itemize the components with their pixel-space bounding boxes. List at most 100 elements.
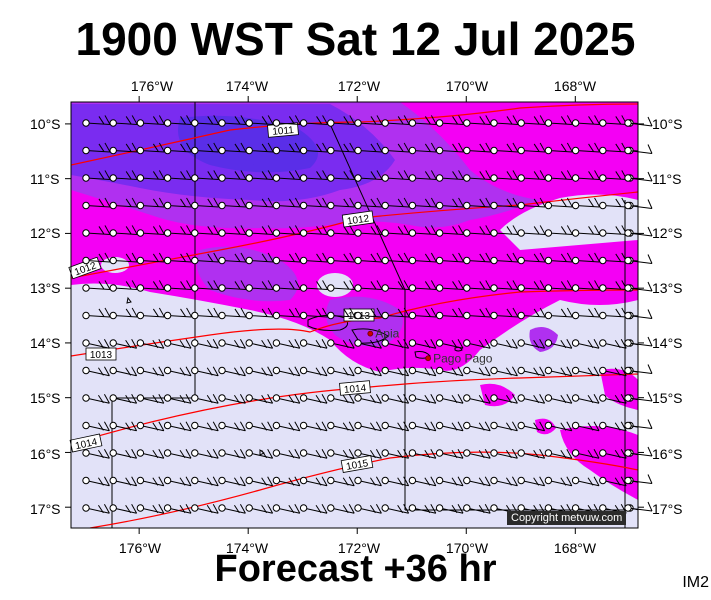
wind-barb <box>218 170 247 182</box>
axis-ticks <box>65 96 644 534</box>
wind-barb <box>82 307 111 320</box>
wind-barb <box>218 503 246 514</box>
lon-label: 172°W <box>337 540 381 556</box>
wind-barb <box>517 366 546 377</box>
wind-barb <box>327 280 356 292</box>
wind-barb <box>624 226 653 237</box>
wind-barb <box>109 280 138 292</box>
wind-barb <box>381 476 410 487</box>
wind-barb <box>354 307 383 320</box>
wind-barb <box>408 366 437 377</box>
wind-barb <box>517 393 546 404</box>
wind-barb <box>109 252 138 265</box>
wind-barb <box>490 366 518 377</box>
wind-barb <box>381 448 410 459</box>
wind-barb <box>82 170 111 182</box>
wind-barb <box>408 476 437 487</box>
lat-label: 17°S <box>652 501 683 517</box>
wind-barb <box>218 393 246 404</box>
wind-barb <box>218 448 246 459</box>
wind-barb <box>624 446 653 457</box>
wind-barb <box>435 338 464 349</box>
wind-barb <box>354 280 383 292</box>
wind-barb <box>517 338 546 349</box>
wind-barb <box>299 280 328 292</box>
wind-barb <box>381 503 410 514</box>
wind-barb <box>354 225 383 237</box>
wind-barb <box>571 307 600 320</box>
wind-barb <box>435 115 464 127</box>
wind-barb <box>82 421 110 432</box>
wind-barb <box>463 197 492 210</box>
wind-barb <box>245 338 274 349</box>
wind-barb <box>272 448 301 459</box>
wind-barb <box>463 476 491 487</box>
wind-barb <box>136 366 165 377</box>
wind-barb <box>490 476 518 487</box>
wind-barb <box>299 170 328 182</box>
wind-barb <box>245 307 274 320</box>
wind-barb <box>218 252 247 265</box>
wind-barb <box>354 142 383 155</box>
wind-barb <box>599 366 627 377</box>
wind-barb <box>109 225 138 237</box>
wind-barb <box>517 170 546 182</box>
wind-barb <box>571 448 600 459</box>
wind-barb <box>435 476 464 487</box>
wind-barb <box>218 366 246 377</box>
wind-barb <box>218 338 246 349</box>
wind-barb <box>571 142 600 155</box>
wind-barb <box>599 307 628 320</box>
wind-barb <box>571 170 600 182</box>
wind-barb <box>109 142 138 155</box>
wind-barb <box>490 252 519 265</box>
wind-barb <box>82 115 111 127</box>
wind-barb <box>109 307 138 320</box>
wind-barb <box>191 421 219 432</box>
wind-barb <box>381 366 410 377</box>
wind-barb <box>354 170 383 182</box>
wind-barb <box>327 115 356 127</box>
wind-barb <box>163 421 192 432</box>
wind-barb <box>136 393 165 404</box>
wind-barb <box>136 503 165 514</box>
isobar-label: 1015 <box>340 455 374 473</box>
lat-label: 16°S <box>30 446 61 462</box>
wind-barb <box>245 393 274 404</box>
wind-barb <box>599 448 627 459</box>
wind-barb <box>381 280 410 292</box>
wind-barb <box>327 142 356 155</box>
wind-barb <box>272 225 301 237</box>
wind-barb <box>299 503 328 514</box>
wind-barb <box>163 503 192 514</box>
isobar-line <box>89 451 638 528</box>
wind-barb <box>272 197 301 210</box>
wind-barb <box>463 252 492 265</box>
wind-barb <box>163 197 192 210</box>
wind-barb <box>435 307 464 320</box>
wind-barb <box>191 366 219 377</box>
wind-barb <box>544 448 573 459</box>
wind-barb-edge-layer <box>624 116 653 512</box>
wind-barb <box>544 225 573 237</box>
wind-barb <box>354 393 382 404</box>
wind-barb <box>544 366 573 377</box>
wind-barb <box>163 393 192 404</box>
wind-barb <box>327 476 355 487</box>
wind-barb <box>136 170 165 182</box>
wind-barb <box>245 448 274 459</box>
wind-barb <box>571 366 600 377</box>
wind-barb <box>408 338 437 349</box>
wind-barb <box>327 252 356 265</box>
wind-barb <box>109 170 138 182</box>
wind-barb <box>381 197 410 210</box>
wind-barb <box>463 307 492 320</box>
wind-barb <box>408 252 437 265</box>
svg-text:1015: 1015 <box>345 458 369 473</box>
wind-barb <box>463 225 492 237</box>
wind-barb <box>109 115 138 127</box>
wind-barb <box>82 197 111 210</box>
wind-barb <box>463 170 492 182</box>
wind-barb <box>435 421 464 432</box>
wind-barb <box>299 448 328 459</box>
